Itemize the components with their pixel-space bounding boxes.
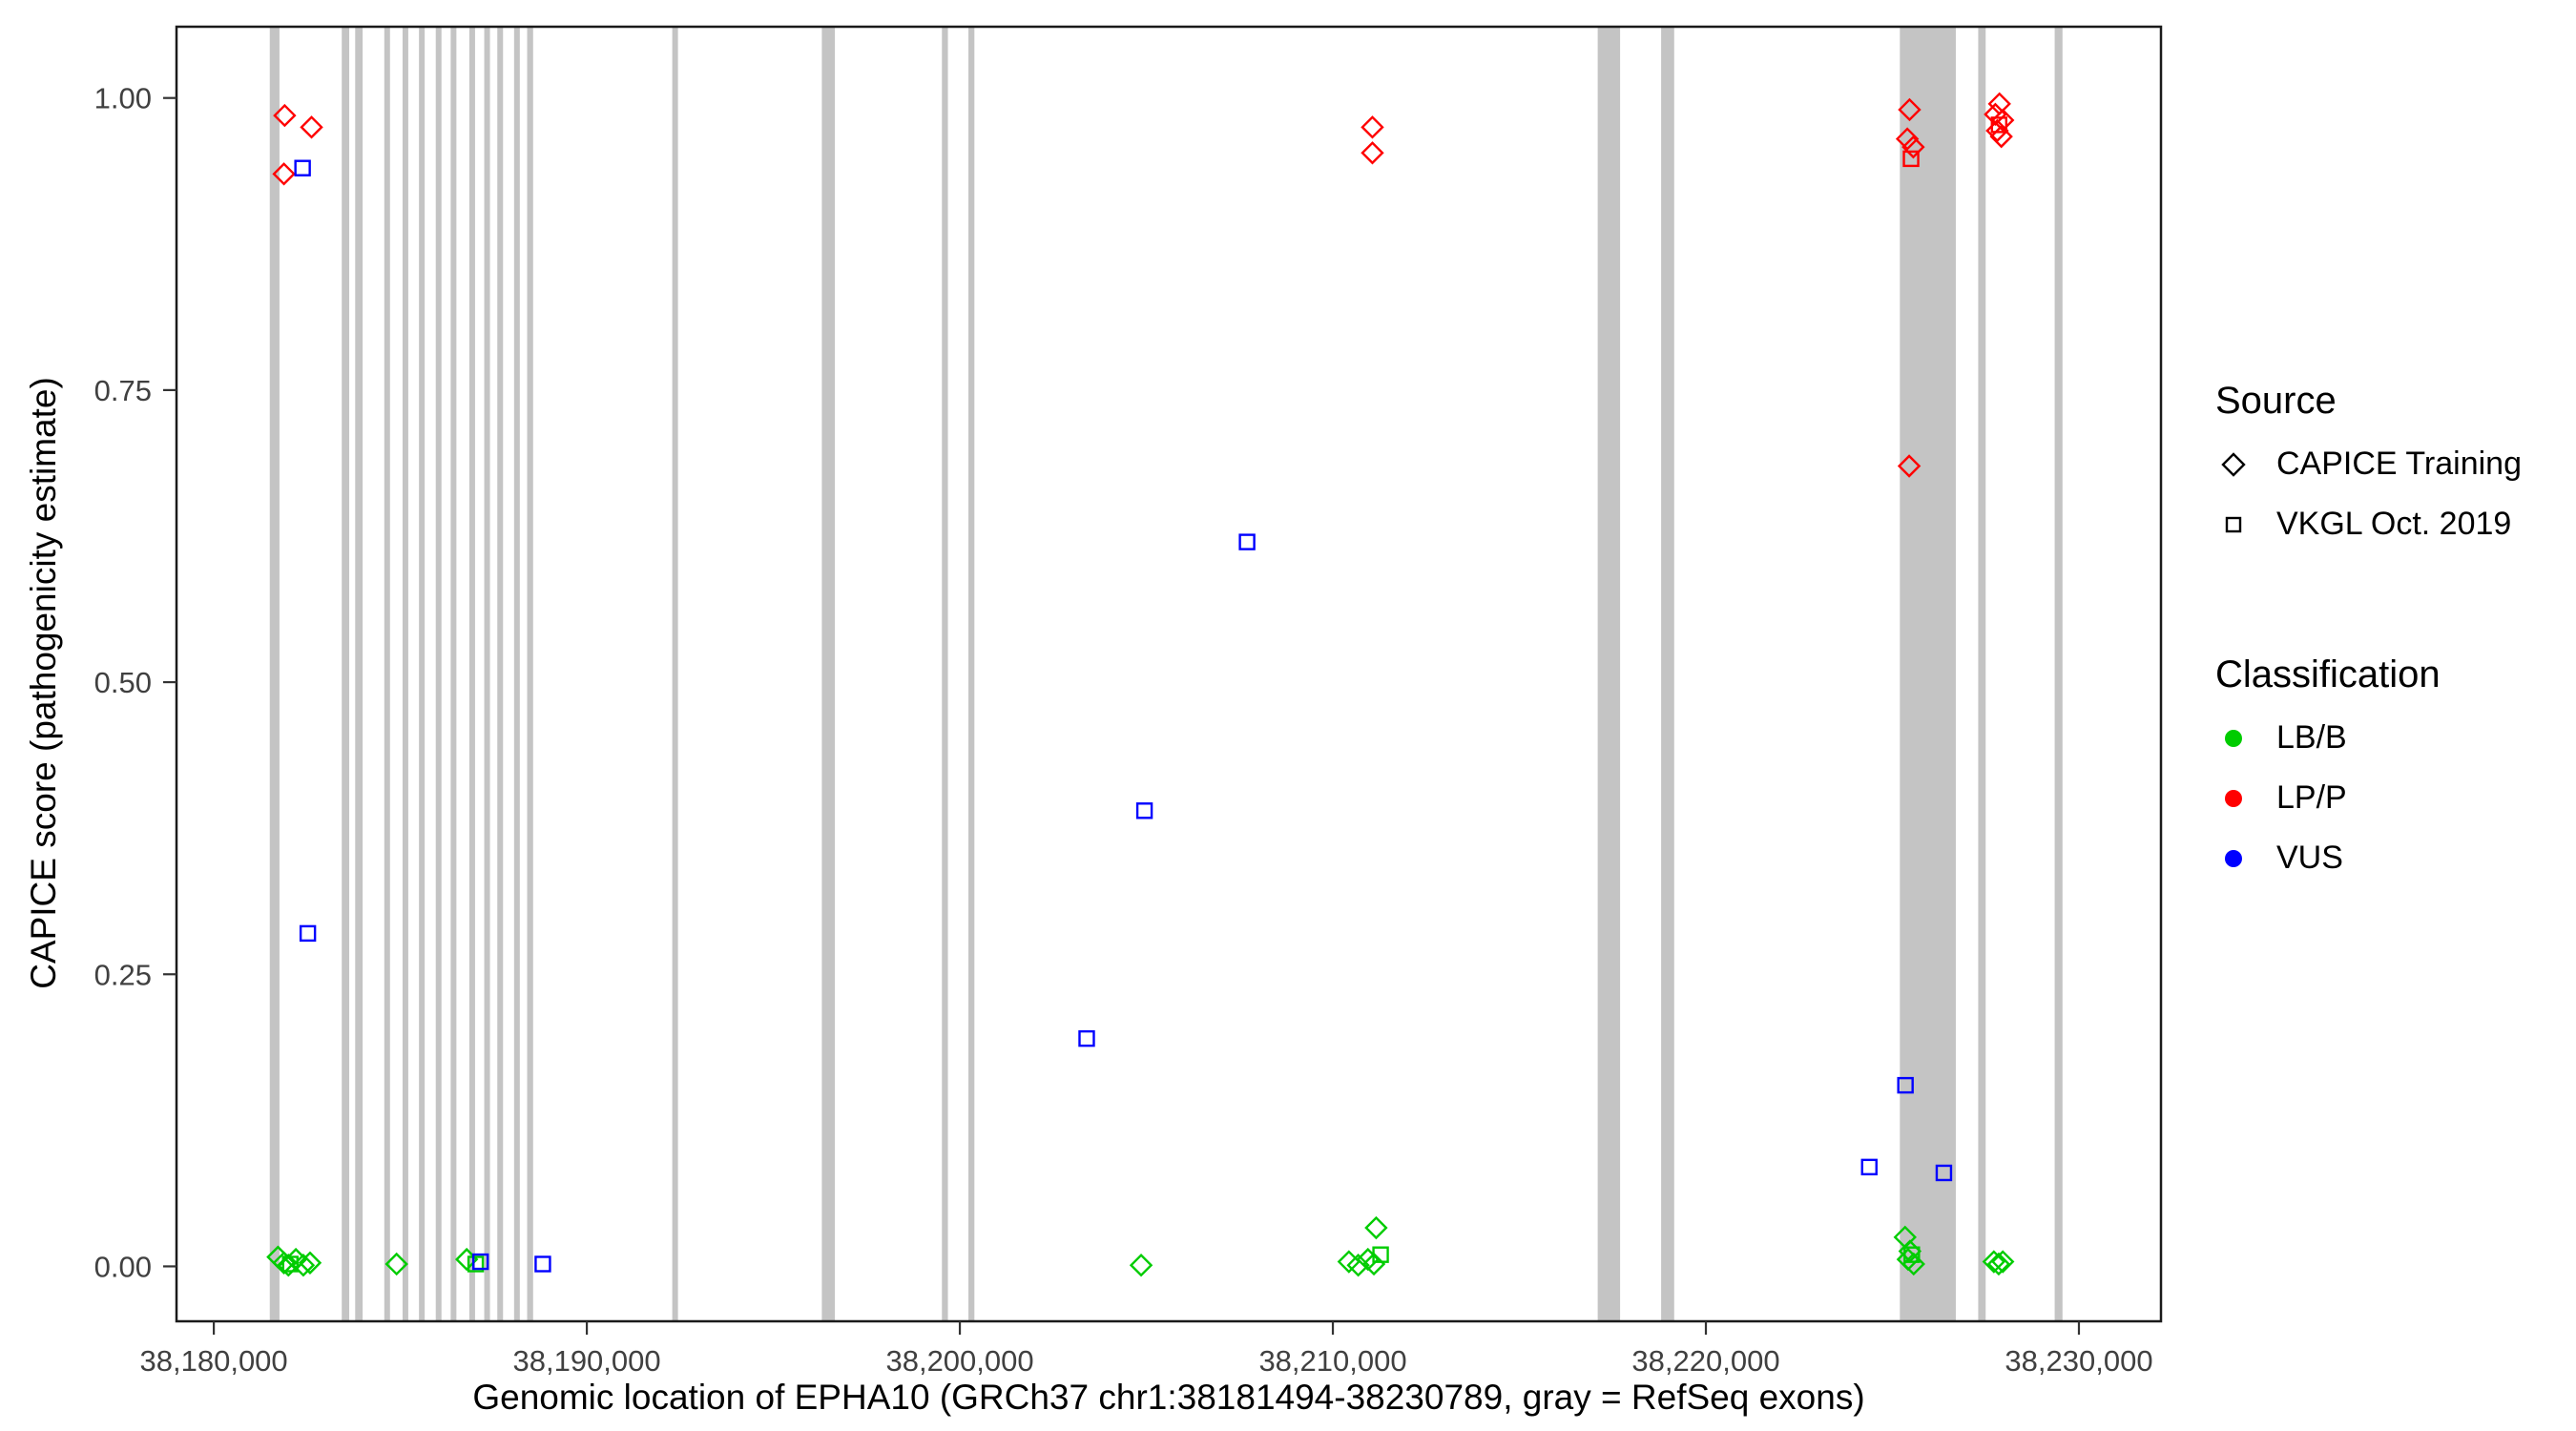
legend-label-vkgl: VKGL Oct. 2019 [2276, 506, 2512, 542]
y-tick-label: 1.00 [94, 82, 152, 115]
y-tick-label: 0.25 [94, 958, 152, 991]
data-point-diamond [1982, 1250, 2006, 1274]
refseq-exon-bar [1978, 27, 1986, 1321]
data-point-diamond [298, 1251, 322, 1275]
square-icon [2215, 507, 2252, 543]
refseq-exon-bar [384, 27, 390, 1321]
refseq-exon-bar [527, 27, 533, 1321]
refseq-exon-bar [468, 27, 475, 1321]
y-tick-label: 0.50 [94, 666, 152, 699]
data-point-square [1135, 802, 1153, 819]
refseq-exon-bar [355, 27, 364, 1321]
refseq-exon-bar [1597, 27, 1621, 1321]
data-point-diamond [1901, 135, 1925, 159]
data-point-diamond [1337, 1250, 1361, 1274]
data-point-square [1935, 1164, 1953, 1182]
data-point-diamond [300, 115, 323, 139]
data-point-diamond [1361, 141, 1384, 165]
data-point-square [1902, 150, 1920, 168]
data-point-square [1860, 1158, 1878, 1176]
legend-label-capice-training: CAPICE Training [2276, 446, 2522, 482]
legend-label-lpp: LP/P [2276, 779, 2347, 816]
data-point-diamond [272, 1251, 296, 1275]
data-point-diamond [1986, 1252, 2011, 1276]
y-tick-label: 0.75 [94, 374, 152, 407]
refseq-exon-bar [269, 27, 280, 1321]
data-point-square [294, 159, 311, 176]
data-point-square [281, 1255, 299, 1273]
data-point-diamond [1987, 92, 2011, 116]
data-point-square [1990, 116, 2008, 134]
refseq-exon-bar [942, 27, 948, 1321]
refseq-exon-bar [435, 27, 442, 1321]
red-dot-icon [2215, 780, 2252, 817]
refseq-exon-bar [342, 27, 350, 1321]
legend: Source CAPICE Training VKGL Oct. 2019 [2215, 380, 2522, 900]
legend-source-title: Source [2215, 380, 2337, 422]
x-tick-label: 38,210,000 [1258, 1344, 1406, 1378]
data-point-diamond [1985, 118, 2009, 143]
data-point-diamond [291, 1254, 316, 1277]
legend-source-group: Source CAPICE Training VKGL Oct. 2019 [2215, 380, 2522, 543]
legend-item-vus: VUS [2215, 840, 2522, 877]
panel-border [175, 25, 2163, 1323]
refseq-exon-bar [1661, 27, 1674, 1321]
refseq-exon-bar [402, 27, 408, 1321]
refseq-exon-bar [1900, 27, 1956, 1321]
legend-classification-group: Classification LB/B LP/P VUS [2215, 653, 2522, 877]
refseq-exon-bar [821, 27, 836, 1321]
y-tick-label: 0.00 [94, 1250, 152, 1283]
refseq-exon-bar [672, 27, 678, 1321]
data-point-diamond [384, 1252, 408, 1276]
legend-classification-title: Classification [2215, 653, 2441, 695]
data-point-diamond [1897, 454, 1922, 478]
data-point-diamond [1364, 1215, 1388, 1240]
x-axis-title: Genomic location of EPHA10 (GRCh37 chr1:… [472, 1378, 1865, 1417]
legend-item-lpp: LP/P [2215, 779, 2522, 817]
legend-label-lbb: LB/B [2276, 719, 2347, 756]
data-point-square [1903, 1246, 1921, 1263]
data-point-square [471, 1253, 489, 1271]
legend-item-lbb: LB/B [2215, 719, 2522, 757]
x-tick-label: 38,190,000 [512, 1344, 660, 1378]
x-tick-label: 38,220,000 [1631, 1344, 1779, 1378]
data-point-diamond [1898, 97, 1922, 122]
legend-label-vus: VUS [2276, 840, 2343, 876]
refseq-exon-bar [513, 27, 520, 1321]
green-dot-icon [2215, 720, 2252, 757]
data-point-diamond [272, 162, 296, 186]
data-point-diamond [1129, 1254, 1153, 1277]
refseq-exon-bar [2054, 27, 2063, 1321]
y-axis-title: CAPICE score (pathogenicity estimate) [24, 377, 63, 989]
x-tick-label: 38,200,000 [885, 1344, 1033, 1378]
data-point-square [467, 1255, 485, 1273]
refseq-exon-bar [484, 27, 490, 1321]
data-point-diamond [1991, 1250, 2015, 1274]
data-point-diamond [1361, 1252, 1386, 1276]
refseq-exon-bar [497, 27, 504, 1321]
data-point-diamond [1989, 124, 2013, 149]
data-point-diamond [1895, 127, 1920, 151]
legend-item-capice-training: CAPICE Training [2215, 446, 2522, 483]
x-tick-label: 38,180,000 [140, 1344, 288, 1378]
blue-dot-icon [2215, 840, 2252, 877]
legend-item-vkgl: VKGL Oct. 2019 [2215, 506, 2522, 543]
x-tick-label: 38,230,000 [2005, 1344, 2152, 1378]
refseq-exon-bar [419, 27, 426, 1321]
refseq-exon-bar [968, 27, 975, 1321]
data-point-square [1238, 533, 1256, 550]
diamond-icon [2215, 446, 2252, 483]
data-point-square [1078, 1029, 1095, 1047]
data-point-diamond [1901, 1252, 1925, 1276]
data-point-square [1897, 1076, 1914, 1094]
data-point-square [534, 1255, 551, 1273]
refseq-exon-bar [450, 27, 457, 1321]
data-point-diamond [1361, 115, 1384, 139]
data-point-diamond [273, 103, 297, 128]
data-point-square [299, 924, 317, 943]
